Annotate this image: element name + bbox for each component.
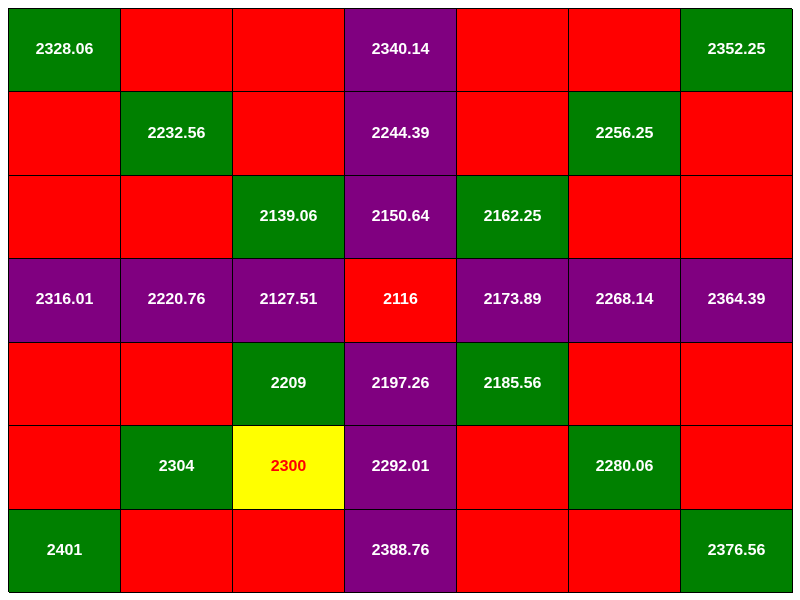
board-cell-r2-c1[interactable] (121, 175, 233, 260)
board-cell-r5-c5[interactable]: 2280.06 (569, 426, 681, 510)
board-cell-r4-c4[interactable]: 2185.56 (457, 342, 569, 427)
board-cell-r0-c0[interactable]: 2328.06 (9, 9, 121, 93)
board-cell-r2-c3[interactable]: 2150.64 (345, 175, 457, 260)
board-cell-r1-c2[interactable] (233, 92, 345, 176)
board-cell-r1-c6[interactable] (681, 92, 793, 176)
board-cell-r5-c2[interactable]: 2300 (233, 426, 345, 510)
board-cell-r2-c6[interactable] (681, 175, 793, 260)
board-cell-r0-c3[interactable]: 2340.14 (345, 9, 457, 93)
board-cell-r4-c1[interactable] (121, 342, 233, 427)
board-cell-r4-c0[interactable] (9, 342, 121, 427)
board-cell-r1-c3[interactable]: 2244.39 (345, 92, 457, 176)
board-cell-r1-c5[interactable]: 2256.25 (569, 92, 681, 176)
board-cell-r3-c5[interactable]: 2268.14 (569, 259, 681, 343)
board-cell-r4-c3[interactable]: 2197.26 (345, 342, 457, 427)
board-cell-r0-c2[interactable] (233, 9, 345, 93)
board-cell-r2-c0[interactable] (9, 175, 121, 260)
board-cell-r4-c5[interactable] (569, 342, 681, 427)
board-cell-r6-c5[interactable] (569, 509, 681, 593)
game-board: 2328.06 2340.14 2352.25 2232.56 2244.39 2256.… (8, 8, 793, 593)
board-cell-r5-c0[interactable] (9, 426, 121, 510)
board-cell-r3-c2[interactable]: 2127.51 (233, 259, 345, 343)
board-cell-r5-c4[interactable] (457, 426, 569, 510)
board-cell-r3-c4[interactable]: 2173.89 (457, 259, 569, 343)
board-cell-r6-c4[interactable] (457, 509, 569, 593)
board-cell-r4-c6[interactable] (681, 342, 793, 427)
board-cell-r2-c4[interactable]: 2162.25 (457, 175, 569, 260)
board-cell-r4-c2[interactable]: 2209 (233, 342, 345, 427)
board-cell-r5-c3[interactable]: 2292.01 (345, 426, 457, 510)
board-cell-r5-c6[interactable] (681, 426, 793, 510)
board-cell-r6-c3[interactable]: 2388.76 (345, 509, 457, 593)
board-cell-r0-c1[interactable] (121, 9, 233, 93)
board-cell-r3-c1[interactable]: 2220.76 (121, 259, 233, 343)
board-cell-r6-c0[interactable]: 2401 (9, 509, 121, 593)
board-cell-r2-c2[interactable]: 2139.06 (233, 175, 345, 260)
board-cell-r0-c4[interactable] (457, 9, 569, 93)
board-cell-r6-c6[interactable]: 2376.56 (681, 509, 793, 593)
board-cell-r5-c1[interactable]: 2304 (121, 426, 233, 510)
board-cell-r0-c6[interactable]: 2352.25 (681, 9, 793, 93)
board-cell-r6-c2[interactable] (233, 509, 345, 593)
board-cell-r0-c5[interactable] (569, 9, 681, 93)
board-cell-r1-c4[interactable] (457, 92, 569, 176)
board-cell-r1-c0[interactable] (9, 92, 121, 176)
board-cell-r1-c1[interactable]: 2232.56 (121, 92, 233, 176)
board-cell-r3-c0[interactable]: 2316.01 (9, 259, 121, 343)
board-cell-r3-c3[interactable]: 2116 (345, 259, 457, 343)
board-cell-r2-c5[interactable] (569, 175, 681, 260)
board-cell-r3-c6[interactable]: 2364.39 (681, 259, 793, 343)
board-cell-r6-c1[interactable] (121, 509, 233, 593)
